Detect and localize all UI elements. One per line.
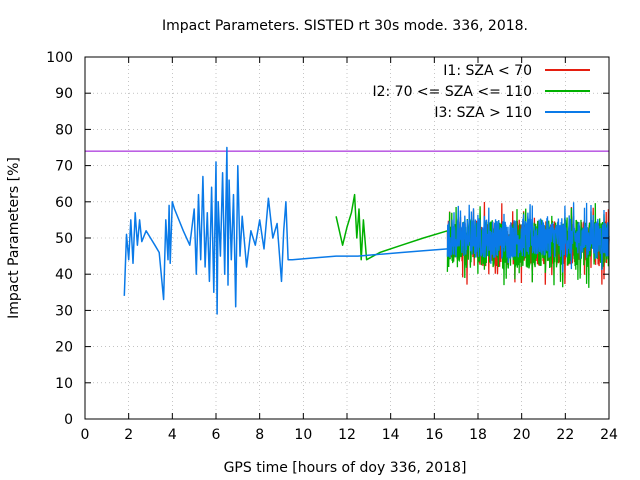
y-tick-label: 70 — [55, 159, 73, 175]
x-tick-label: 2 — [124, 427, 133, 443]
x-tick-label: 16 — [425, 427, 443, 443]
ticks: 0 2 4 6 8 10 12 14 16 18 20 22 240102030405060708090… — [46, 50, 618, 443]
y-tick-label: 90 — [55, 86, 73, 102]
series-dense-line — [446, 202, 610, 273]
x-axis-label: GPS time [hours of doy 336, 2018] — [224, 460, 467, 476]
legend: I1: SZA < 70 I2: 70 <= SZA <= 110 I3: SZA … — [372, 63, 590, 121]
y-tick-label: 80 — [55, 122, 73, 138]
x-tick-label: 18 — [469, 427, 487, 443]
series-line — [335, 193, 448, 261]
y-tick-label: 0 — [64, 412, 73, 428]
x-tick-label: 12 — [338, 427, 356, 443]
chart-title: Impact Parameters. SISTED rt 30s mode. 3… — [162, 18, 528, 34]
series-line — [123, 146, 448, 315]
y-tick-label: 10 — [55, 376, 73, 392]
x-tick-label: 0 — [81, 427, 90, 443]
legend-label: I1: SZA < 70 — [443, 63, 532, 79]
x-tick-label: 22 — [556, 427, 574, 443]
x-tick-label: 14 — [382, 427, 400, 443]
y-axis-label: Impact Parameters [%] — [6, 157, 22, 319]
x-tick-label: 20 — [513, 427, 531, 443]
x-tick-label: 24 — [600, 427, 618, 443]
x-tick-label: 6 — [212, 427, 221, 443]
x-tick-label: 4 — [168, 427, 177, 443]
y-tick-label: 20 — [55, 340, 73, 356]
y-tick-label: 60 — [55, 195, 73, 211]
y-tick-label: 100 — [46, 50, 73, 66]
x-tick-label: 8 — [255, 427, 264, 443]
y-tick-label: 40 — [55, 267, 73, 283]
series-3 — [123, 146, 610, 315]
series-layer — [123, 146, 610, 315]
y-tick-label: 50 — [55, 231, 73, 247]
legend-label: I3: SZA > 110 — [434, 105, 532, 121]
y-tick-label: 30 — [55, 303, 73, 319]
legend-label: I2: 70 <= SZA <= 110 — [372, 84, 532, 100]
x-tick-label: 10 — [294, 427, 312, 443]
